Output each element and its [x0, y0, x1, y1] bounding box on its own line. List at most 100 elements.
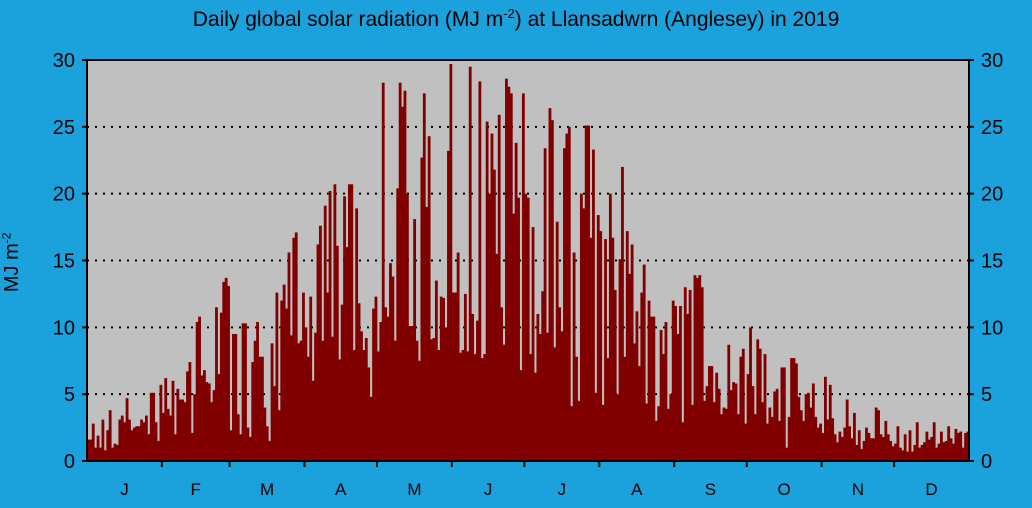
bar [563, 148, 566, 461]
bar [565, 133, 569, 461]
bar [212, 390, 216, 461]
bar [804, 394, 808, 461]
bar [954, 428, 958, 461]
bar [548, 108, 552, 462]
bar [96, 435, 100, 461]
bar [874, 407, 878, 461]
y-tick-label-right: 5 [981, 384, 992, 406]
bar [787, 416, 791, 461]
bar [476, 320, 479, 461]
bar [304, 327, 308, 461]
bar [449, 64, 453, 461]
bar [630, 244, 634, 461]
bar [282, 284, 286, 461]
bar [236, 414, 240, 461]
bar [152, 392, 156, 461]
bar [456, 252, 460, 461]
bar [273, 386, 276, 461]
bar [935, 447, 938, 461]
bar [413, 219, 417, 461]
month-label: A [335, 480, 347, 499]
bar [920, 444, 924, 461]
bar [550, 120, 554, 462]
bar [596, 215, 600, 461]
bar [202, 370, 206, 461]
bar [263, 407, 267, 461]
bar [637, 366, 641, 461]
bar [193, 394, 197, 461]
bar [207, 383, 211, 461]
bar [782, 367, 786, 461]
bar [384, 307, 388, 461]
bar [722, 407, 726, 461]
bar [799, 410, 803, 461]
bar [814, 416, 818, 461]
month-label: J [120, 480, 129, 499]
bar [575, 356, 578, 461]
bar [386, 316, 390, 461]
bar [608, 193, 612, 461]
bar [318, 225, 322, 461]
bar [270, 343, 274, 461]
bar [802, 420, 806, 461]
bar [679, 305, 682, 461]
bar [173, 434, 177, 461]
bar [190, 432, 194, 461]
bar [137, 426, 141, 461]
bar [695, 277, 699, 461]
bar [188, 362, 192, 461]
bar [311, 380, 315, 461]
bar [231, 334, 235, 461]
bar [763, 354, 767, 461]
bar [567, 126, 571, 461]
bar [292, 237, 296, 461]
bar [405, 193, 409, 461]
bar [553, 347, 557, 461]
bar [157, 440, 160, 461]
bar [166, 408, 170, 461]
bar [147, 434, 151, 461]
bar [195, 321, 199, 461]
bar [495, 253, 499, 461]
bar [821, 432, 825, 461]
bar [949, 438, 953, 461]
bar [123, 422, 127, 461]
bar [210, 402, 214, 461]
bar [260, 356, 264, 461]
y-tick-label-left: 20 [53, 184, 75, 206]
bar [323, 205, 327, 461]
bar [773, 391, 777, 461]
bar [517, 197, 520, 461]
bar [579, 193, 583, 461]
bar [531, 227, 535, 461]
bar [560, 331, 564, 461]
bar [241, 323, 245, 461]
y-tick-label-right: 15 [981, 251, 1003, 273]
bar [930, 436, 934, 461]
bar [732, 382, 736, 461]
bar [396, 188, 400, 461]
bar [514, 142, 518, 461]
bar [277, 410, 281, 461]
bar [480, 358, 484, 461]
bar [662, 354, 665, 461]
bar [700, 287, 704, 461]
bar [891, 446, 895, 461]
bar [526, 197, 530, 461]
bar [360, 331, 363, 461]
bar [128, 419, 131, 461]
bar [87, 439, 90, 461]
title-superscript: -2 [503, 6, 515, 21]
bar [628, 273, 632, 461]
bar [497, 114, 501, 461]
bar [940, 431, 943, 461]
bar [840, 436, 844, 461]
bar [708, 366, 711, 461]
bar [227, 285, 230, 461]
bar [807, 392, 810, 461]
bar [712, 402, 716, 461]
bar [652, 316, 656, 461]
y-tick-label-left: 0 [64, 451, 75, 473]
bar [944, 440, 948, 461]
bar [753, 414, 757, 461]
